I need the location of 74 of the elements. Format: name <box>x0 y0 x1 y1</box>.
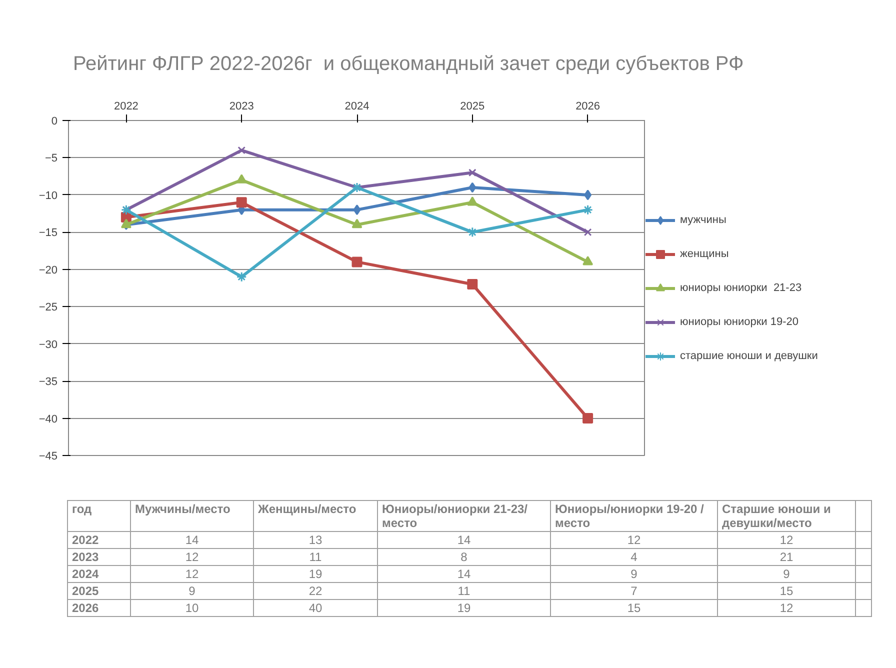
point <box>582 256 594 266</box>
point <box>584 190 592 200</box>
y-tick-label: 0 <box>51 116 58 128</box>
y-tick-label: 2023 <box>68 548 130 566</box>
point <box>468 182 476 193</box>
chart-title: Рейтинг ФЛГР 2022-2026г и общекомандный зачет среди субъектов РФ <box>72 52 744 77</box>
data-label: 15 <box>550 600 718 616</box>
x-tick-label: Юниоры/юниорки 21-23/место <box>378 500 550 532</box>
point <box>236 272 247 282</box>
y-tick-label: −10 <box>38 190 58 202</box>
legend-label: юниоры юниорки 19-20 <box>680 316 799 328</box>
data-label: 12 <box>550 532 718 548</box>
point <box>467 196 478 206</box>
data-label: 8 <box>378 548 550 566</box>
y-tick-label: 2022 <box>68 532 130 548</box>
point <box>582 204 594 216</box>
data-label: 14 <box>130 532 254 548</box>
data-label: 10 <box>130 600 254 616</box>
data-label: 14 <box>378 532 550 548</box>
x-tick-label: 2024 <box>344 100 370 112</box>
data-label: 7 <box>550 582 718 600</box>
data-label: 12 <box>130 548 254 566</box>
data-label: 12 <box>130 566 254 582</box>
x-tick-label: 2022 <box>114 100 138 112</box>
point <box>467 279 478 290</box>
data-label: 21 <box>718 548 856 566</box>
y-tick-label: 2024 <box>68 566 130 582</box>
point <box>467 226 478 238</box>
x-tick-label: Мужчины/место <box>130 500 254 532</box>
data-label: 11 <box>378 582 550 600</box>
data-label: 4 <box>550 548 718 566</box>
data-label: 40 <box>254 600 378 616</box>
data-label: 9 <box>550 566 718 582</box>
x-tick-label: 2023 <box>229 100 254 112</box>
data-label: 14 <box>378 566 550 582</box>
data-label: 9 <box>718 566 856 582</box>
data-label: 12 <box>718 600 856 616</box>
y-tick-label: −45 <box>38 450 58 462</box>
y-tick-label: 2025 <box>68 582 130 600</box>
legend-label: старшие юноши и девушки <box>680 350 818 362</box>
point <box>236 174 247 184</box>
data-label: 9 <box>130 582 254 600</box>
legend-label: мужчины <box>680 214 726 226</box>
y-tick-label: −5 <box>44 152 58 165</box>
point <box>238 146 246 154</box>
y-tick-label: −15 <box>38 227 58 240</box>
y-tick-label: −30 <box>38 338 58 351</box>
x-tick-label: Женщины/место <box>254 500 378 532</box>
y-tick-label: −20 <box>38 264 58 276</box>
point <box>236 197 247 208</box>
data-label: 19 <box>254 566 378 582</box>
data-label: 12 <box>718 532 856 548</box>
point <box>352 256 362 268</box>
point <box>353 204 361 216</box>
point <box>584 228 592 236</box>
y-axis-title: год <box>68 500 130 532</box>
data-label: 11 <box>254 548 378 566</box>
data-label: 22 <box>254 582 378 600</box>
x-tick-label: 2026 <box>576 100 600 112</box>
point <box>468 168 476 177</box>
point <box>582 413 594 424</box>
point <box>352 218 362 228</box>
x-tick-label: Юниоры/юниорки 19-20 /место <box>550 500 718 532</box>
x-tick-label: Старшие юноши и девушки/место <box>718 500 856 532</box>
y-tick-label: −35 <box>38 376 58 388</box>
legend-label: женщины <box>680 248 729 260</box>
y-tick-label: −25 <box>38 302 58 314</box>
legend-label: юниоры юниорки 21-23 <box>680 282 802 294</box>
x-tick-label: 2025 <box>460 100 485 112</box>
data-label: 15 <box>718 582 856 600</box>
data-label: 13 <box>254 532 378 548</box>
y-tick-label: 2026 <box>68 600 130 616</box>
y-tick-label: −40 <box>38 413 58 426</box>
data-label: 19 <box>378 600 550 616</box>
